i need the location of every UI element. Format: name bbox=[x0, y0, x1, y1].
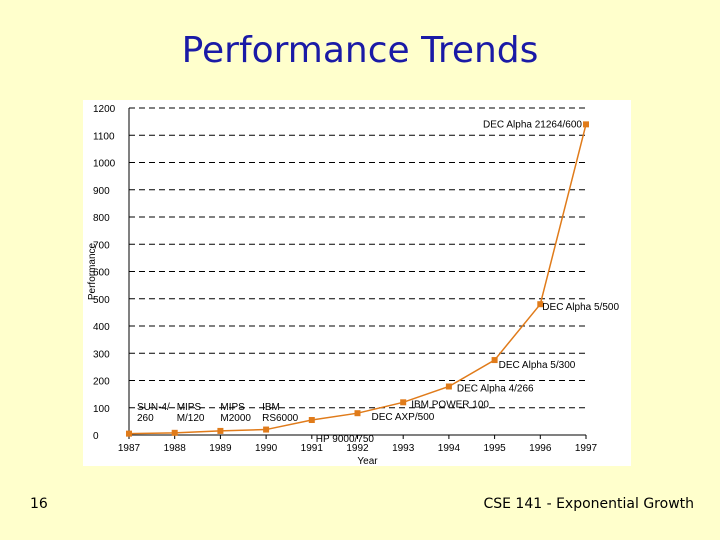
x-tick-label: 1987 bbox=[118, 443, 141, 454]
point-annotation: SUN-4/ bbox=[137, 402, 170, 413]
x-tick-label: 1993 bbox=[392, 443, 415, 454]
y-axis-title: Performance bbox=[87, 242, 98, 300]
y-tick-label: 400 bbox=[93, 322, 110, 333]
data-point bbox=[217, 427, 224, 434]
y-tick-label: 100 bbox=[93, 404, 110, 415]
x-tick-label: 1992 bbox=[346, 443, 369, 454]
point-annotation: DEC Alpha 5/300 bbox=[499, 360, 576, 371]
x-tick-label: 1997 bbox=[575, 443, 598, 454]
data-point bbox=[583, 121, 589, 128]
point-annotation: DEC Alpha 5/500 bbox=[542, 302, 619, 313]
y-tick-label: 1100 bbox=[93, 131, 115, 142]
data-point bbox=[171, 429, 178, 436]
point-annotation: DEC Alpha 21264/600 bbox=[483, 119, 582, 130]
x-tick-label: 1994 bbox=[438, 443, 461, 454]
y-tick-label: 600 bbox=[93, 268, 110, 279]
x-tick-label: 1989 bbox=[209, 443, 232, 454]
data-point bbox=[491, 357, 498, 364]
y-tick-label: 700 bbox=[93, 240, 110, 251]
footer-text: CSE 141 - Exponential Growth bbox=[483, 496, 694, 512]
point-annotation: IBM POWER 100 bbox=[411, 399, 489, 410]
chart-panel: 0 100 200 300 400 500 600 700 800 900 1000 1100 1200… bbox=[83, 100, 631, 466]
slide-number: 16 bbox=[30, 496, 48, 512]
point-annotation: RS6000 bbox=[262, 413, 299, 424]
performance-line-chart: 0 100 200 300 400 500 600 700 800 900 1000 1100 1200… bbox=[87, 104, 619, 466]
y-tick-label: 0 bbox=[93, 431, 99, 442]
y-tick-label: 1200 bbox=[93, 104, 116, 115]
data-point bbox=[354, 410, 361, 417]
data-point bbox=[126, 430, 132, 437]
data-point bbox=[537, 301, 544, 308]
point-annotation: MIPS bbox=[177, 402, 202, 413]
point-annotation: 260 bbox=[137, 413, 154, 424]
y-tick-label: 1000 bbox=[93, 159, 116, 170]
y-tick-label: 200 bbox=[93, 377, 110, 388]
point-annotation: M/120 bbox=[177, 413, 205, 424]
point-annotation: HP 9000/750 bbox=[316, 434, 375, 445]
y-tick-label: 800 bbox=[93, 213, 110, 224]
y-tick-label: 500 bbox=[93, 295, 110, 306]
y-tick-label: 300 bbox=[93, 349, 110, 360]
x-tick-label: 1996 bbox=[529, 443, 552, 454]
point-annotation: M2000 bbox=[220, 413, 251, 424]
x-tick-label: 1990 bbox=[255, 443, 278, 454]
slide-title: Performance Trends bbox=[181, 30, 539, 71]
x-tick-label: 1995 bbox=[483, 443, 506, 454]
data-point bbox=[400, 399, 407, 406]
data-point bbox=[308, 417, 315, 424]
x-tick-label: 1991 bbox=[301, 443, 324, 454]
y-tick-label: 900 bbox=[93, 186, 110, 197]
point-annotation: IBM bbox=[262, 402, 280, 413]
point-annotation: DEC Alpha 4/266 bbox=[457, 383, 534, 394]
x-axis-title: Year bbox=[357, 456, 378, 466]
data-point bbox=[445, 383, 452, 390]
x-tick-label: 1988 bbox=[164, 443, 187, 454]
point-annotation: DEC AXP/500 bbox=[372, 412, 435, 423]
point-annotation: MIPS bbox=[220, 402, 245, 413]
data-point bbox=[263, 426, 270, 433]
